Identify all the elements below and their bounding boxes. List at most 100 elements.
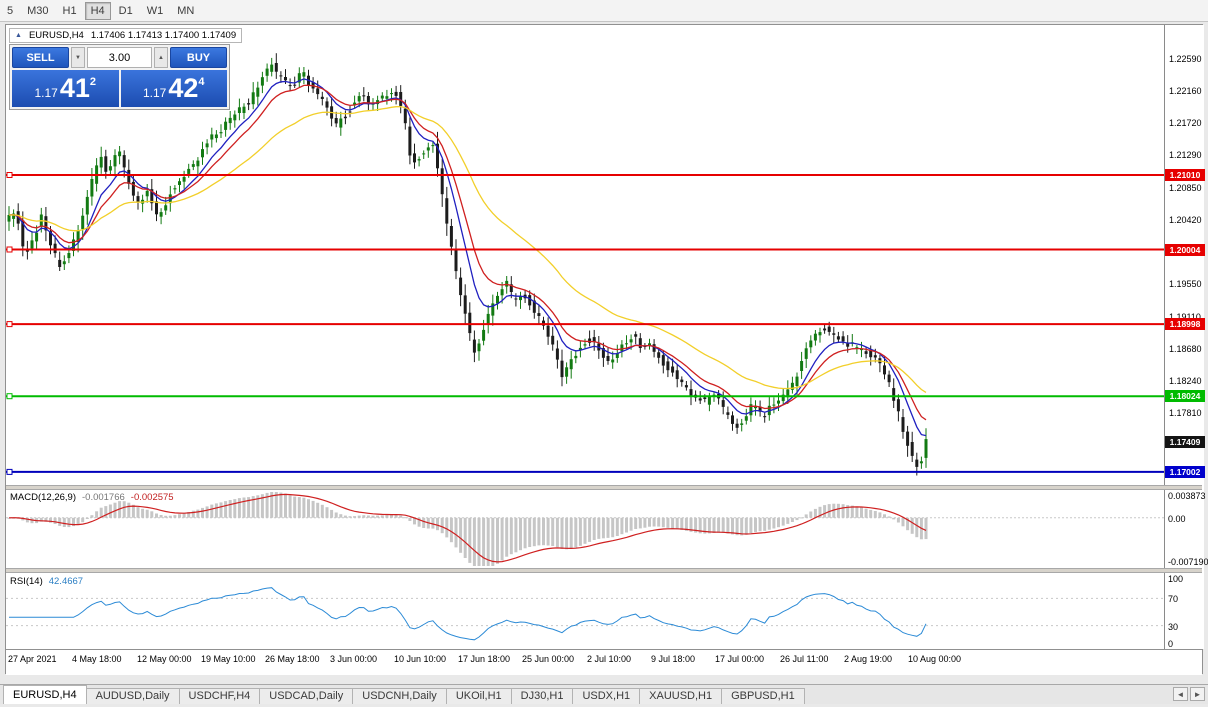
time-axis-label: 17 Jul 00:00 [715,654,765,664]
price-axis-label: 1.20420 [1169,215,1202,225]
ohlc-values: 1.17406 1.17413 1.17400 1.17409 [90,30,237,41]
chart-tab-usdcad-daily[interactable]: USDCAD,Daily [259,688,354,704]
macd-indicator-label: MACD(12,26,9) -0.001766 -0.002575 [10,492,174,503]
panel-divider[interactable] [6,568,1202,573]
rsi-value: 42.4667 [48,576,84,587]
macd-signal-line [8,493,927,563]
candles-layer [7,53,928,476]
volume-decrease-button[interactable]: ▼ [71,47,85,68]
symbol-period-label: EURUSD,H4 [28,30,84,41]
volume-increase-button[interactable]: ▲ [154,47,168,68]
timeframe-button-mn[interactable]: MN [171,2,200,20]
tab-scroll-right-button[interactable]: ► [1190,687,1205,701]
horizontal-line-anchor[interactable] [6,468,13,475]
sell-price-display[interactable]: 1.17 41 2 [12,70,119,107]
timeframe-button-m30[interactable]: M30 [21,2,54,20]
macd-axis-label: 0.003873 [1168,491,1206,501]
price-axis-label: 1.22590 [1169,54,1202,64]
macd-axis-label: 0.00 [1168,514,1186,524]
timeframe-button-h1[interactable]: H1 [57,2,83,20]
buy-price-big: 42 [168,73,199,103]
price-axis-label: 1.18240 [1169,376,1202,386]
horizontal-line-anchor[interactable] [6,172,13,178]
price-axis-label: 1.17810 [1169,408,1202,418]
price-tag: 1.18998 [1165,318,1205,330]
time-axis-label: 10 Aug 00:00 [908,654,962,664]
price-axis-label: 1.20850 [1169,183,1202,193]
chart-tab-gbpusd-h1[interactable]: GBPUSD,H1 [721,688,805,704]
macd-histogram [7,492,928,566]
timeframe-button-w1[interactable]: W1 [141,2,170,20]
price-axis-label: 1.18680 [1169,344,1202,354]
macd-main-value: -0.001766 [82,492,125,503]
price-axis-label: 1.22160 [1169,86,1202,96]
tab-scroll-buttons: ◄ ► [1173,687,1205,701]
sell-button[interactable]: SELL [12,47,69,68]
price-tag: 1.18024 [1165,390,1205,402]
buy-price-sup: 4 [198,76,205,88]
chart-tabs: EURUSD,H4 AUDUSD,Daily USDCHF,H4 USDCAD,Dai… [0,685,805,704]
chart-tab-dj30-h1[interactable]: DJ30,H1 [510,688,574,704]
sell-price-prefix: 1.17 [34,86,58,100]
rsi-name: RSI(14) [10,576,43,587]
sell-price-sup: 2 [89,76,97,88]
chart-tab-bar: EURUSD,H4 AUDUSD,Daily USDCHF,H4 USDCAD,Dai… [0,684,1208,704]
ma-34-line [8,105,927,393]
time-axis-label: 26 May 18:00 [265,654,320,664]
time-axis-label: 2 Aug 19:00 [844,654,893,664]
time-axis-label: 19 May 10:00 [201,654,256,664]
horizontal-line-anchor[interactable] [6,321,13,328]
panel-divider[interactable] [6,485,1202,490]
time-axis[interactable]: 27 Apr 2021 4 May 18:00 12 May 00:00 19 May… [6,649,1202,675]
rsi-axis-label: 0 [1168,639,1174,649]
price-axis-label: 1.21290 [1169,150,1202,160]
macd-panel[interactable] [6,490,1164,568]
ma-13-line [8,84,927,421]
volume-input[interactable] [87,47,152,68]
rsi-axis-label: 100 [1168,574,1184,584]
chart-tab-xauusd-h1[interactable]: XAUUSD,H1 [639,688,723,704]
chart-tab-eurusd-h4[interactable]: EURUSD,H4 [3,685,87,704]
macd-axis-label: -0.007190 [1168,557,1208,567]
timeframe-button-5[interactable]: 5 [1,2,19,20]
chart-tab-usdcnh-daily[interactable]: USDCNH,Daily [352,688,447,704]
tab-scroll-left-button[interactable]: ◄ [1173,687,1188,701]
buy-price-display[interactable]: 1.17 42 4 [120,70,227,107]
horizontal-line-anchor[interactable] [6,246,13,253]
chart-tab-audusd-daily[interactable]: AUDUSD,Daily [85,688,180,704]
price-axis[interactable]: 1.22590 1.22160 1.21720 1.21290 1.20850 1.204… [1164,25,1208,649]
timeframe-toolbar: 5 M30 H1 H4 D1 W1 MN [0,0,1208,22]
time-axis-label: 9 Jul 18:00 [651,654,696,664]
rsi-panel[interactable] [6,573,1164,649]
chart-tab-ukoil-h1[interactable]: UKOil,H1 [445,688,512,704]
rsi-indicator-label: RSI(14) 42.4667 [10,576,83,587]
sell-price-big: 41 [59,73,90,103]
horizontal-line-anchor[interactable] [6,393,13,400]
buy-button[interactable]: BUY [170,47,227,68]
chart-title: ▲ EURUSD,H4 1.17406 1.17413 1.17400 1.17… [9,28,243,43]
price-chart-canvas[interactable] [6,25,1164,485]
time-axis-label: 25 Jun 00:00 [522,654,575,664]
time-axis-label: 27 Apr 2021 [8,654,57,664]
chart-tab-usdchf-h4[interactable]: USDCHF,H4 [178,688,261,704]
macd-signal-value: -0.002575 [130,492,174,503]
time-axis-label: 2 Jul 10:00 [587,654,632,664]
timeframe-button-h4[interactable]: H4 [84,1,111,20]
price-tag: 1.20004 [1165,244,1205,256]
price-axis-label: 1.19110 [1169,312,1201,322]
price-tag: 1.17002 [1165,466,1205,478]
chart-tab-usdx-h1[interactable]: USDX,H1 [572,688,641,704]
price-axis-label: 1.19550 [1169,279,1202,289]
trade-panel-collapse-icon[interactable]: ▲ [15,32,22,39]
ma-8-line [8,78,927,437]
price-tag: 1.17409 [1165,436,1205,448]
time-axis-label: 17 Jun 18:00 [458,654,511,664]
price-axis-label: 1.21720 [1169,118,1202,128]
time-axis-label: 12 May 00:00 [137,654,192,664]
rsi-axis-label: 30 [1168,622,1179,632]
rsi-line [9,587,927,641]
time-axis-label: 3 Jun 00:00 [330,654,378,664]
time-axis-label: 10 Jun 10:00 [394,654,447,664]
timeframe-button-d1[interactable]: D1 [113,2,139,20]
